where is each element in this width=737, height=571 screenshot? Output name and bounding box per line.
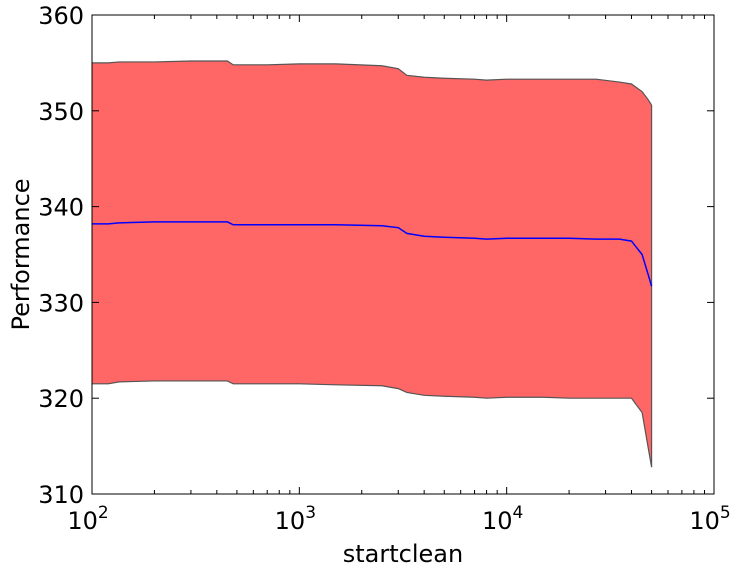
y-tick-label: 350	[38, 98, 84, 126]
lower-bound-line	[92, 380, 653, 468]
y-tick-label: 310	[38, 481, 84, 509]
confidence-band	[92, 60, 652, 468]
axes: 310 320 330 340 350 360 102 103 104 105	[38, 2, 731, 535]
axes-frame	[91, 14, 715, 495]
x-tick-label: 104	[482, 503, 523, 535]
y-tick-label: 320	[38, 385, 84, 413]
y-tick-label: 360	[38, 2, 84, 30]
x-tick-label: 102	[67, 503, 108, 535]
x-tick-label: 103	[275, 503, 316, 535]
plot-area	[92, 60, 653, 468]
upper-bound-line	[92, 60, 653, 106]
x-tick-label: 105	[689, 503, 730, 535]
y-tick-label: 340	[38, 194, 84, 222]
mean-line	[92, 221, 653, 287]
x-axis-label: startclean	[343, 540, 463, 568]
y-tick-label: 330	[38, 289, 84, 317]
y-axis-label: Performance	[7, 178, 35, 330]
